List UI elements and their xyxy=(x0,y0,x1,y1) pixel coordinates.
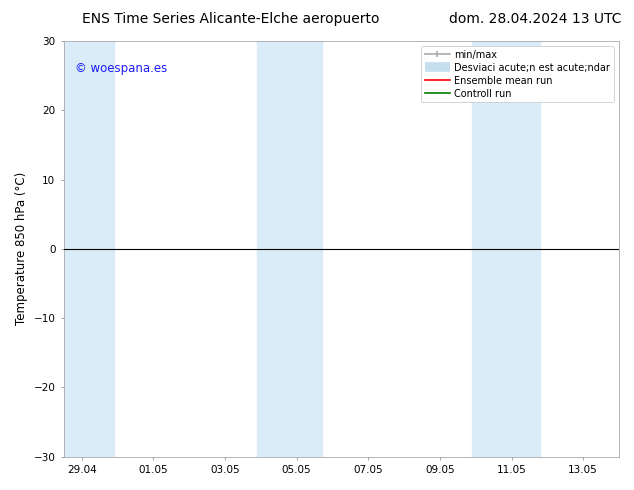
Bar xyxy=(257,41,321,457)
Text: ENS Time Series Alicante-Elche aeropuerto: ENS Time Series Alicante-Elche aeropuert… xyxy=(82,12,380,26)
Bar xyxy=(64,41,114,457)
Text: dom. 28.04.2024 13 UTC: dom. 28.04.2024 13 UTC xyxy=(449,12,621,26)
Bar xyxy=(472,41,540,457)
Text: © woespana.es: © woespana.es xyxy=(75,62,167,75)
Legend: min/max, Desviaci acute;n est acute;ndar, Ensemble mean run, Controll run: min/max, Desviaci acute;n est acute;ndar… xyxy=(422,46,614,102)
Y-axis label: Temperature 850 hPa (°C): Temperature 850 hPa (°C) xyxy=(15,172,28,325)
